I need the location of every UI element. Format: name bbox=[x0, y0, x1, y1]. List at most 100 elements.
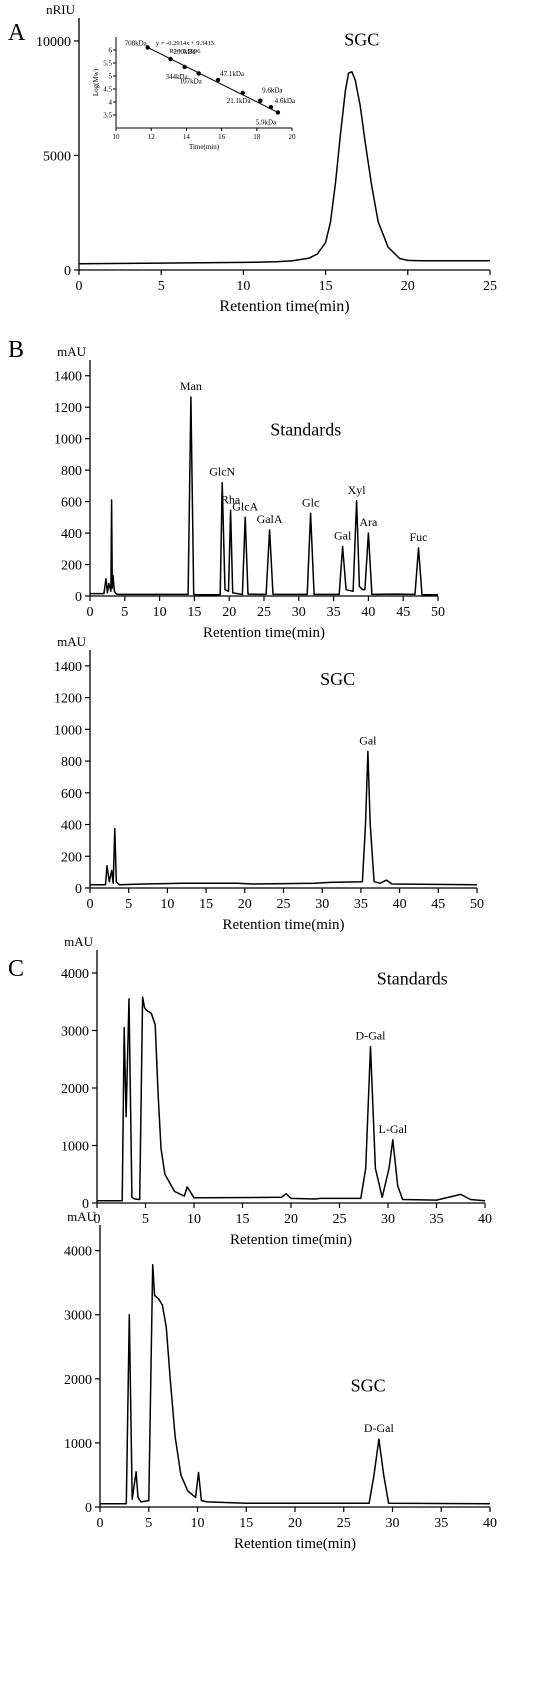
y-tick-label: 600 bbox=[61, 496, 82, 511]
peak-label-l-gal: L-Gal bbox=[379, 1122, 408, 1136]
y-tick-label: 0 bbox=[82, 1197, 89, 1212]
inset-point-label: 4.6kDa bbox=[275, 97, 296, 105]
peak-label-d-gal: D-Gal bbox=[364, 1421, 395, 1435]
x-tick-label: 30 bbox=[386, 1516, 400, 1531]
peak-label-glca: GlcA bbox=[232, 499, 258, 513]
x-tick-label: 0 bbox=[97, 1516, 104, 1531]
series-line bbox=[90, 750, 478, 886]
x-tick-label: 50 bbox=[470, 897, 484, 912]
x-tick-label: 30 bbox=[381, 1212, 395, 1227]
inset-point-label: 47.1kDa bbox=[220, 70, 245, 78]
peak-label-glcn: GlcN bbox=[209, 465, 235, 479]
y-tick-label: 400 bbox=[61, 819, 82, 834]
series-line bbox=[90, 396, 438, 596]
y-tick-label: 200 bbox=[61, 559, 82, 574]
inset-y-tick-label: 6 bbox=[109, 47, 113, 55]
y-tick-label: 1000 bbox=[54, 433, 82, 448]
x-tick-label: 5 bbox=[121, 605, 128, 620]
inset-y-tick-label: 4 bbox=[109, 99, 113, 107]
y-tick-label: 10000 bbox=[36, 35, 71, 50]
inset-point bbox=[268, 105, 274, 110]
y-tick-label: 1000 bbox=[54, 723, 82, 738]
y-axis-label: nRIU bbox=[46, 2, 76, 17]
x-tick-label: 25 bbox=[277, 897, 291, 912]
panel-letter-a: A bbox=[8, 20, 26, 46]
x-tick-label: 0 bbox=[87, 897, 94, 912]
y-tick-label: 1000 bbox=[64, 1437, 92, 1452]
inset-point-label: 107kDa bbox=[180, 77, 203, 85]
y-tick-label: 2000 bbox=[61, 1082, 89, 1097]
inset-x-tick-label: 16 bbox=[218, 133, 226, 141]
peak-label-gala: GalA bbox=[257, 512, 283, 526]
chart-3: 0 5 10 15 20 25 30 35 40 45 50 0 200 400 600 800 1000 120… bbox=[54, 634, 484, 933]
inset-point-label: 5.9kDa bbox=[256, 118, 277, 126]
y-tick-label: 5000 bbox=[43, 149, 71, 164]
x-tick-label: 35 bbox=[434, 1516, 448, 1531]
inset-chart: 10 12 14 16 18 20 3.5 4 4.5 5 5.5 6 Time(min) Log(Mw)… bbox=[92, 37, 296, 151]
y-tick-label: 600 bbox=[61, 787, 82, 802]
x-tick-label: 10 bbox=[160, 897, 174, 912]
x-tick-label: 20 bbox=[284, 1212, 298, 1227]
y-tick-label: 1400 bbox=[54, 660, 82, 675]
panel-letter-b: B bbox=[8, 337, 24, 363]
series-line bbox=[97, 996, 486, 1202]
x-tick-label: 10 bbox=[187, 1212, 201, 1227]
x-tick-label: 5 bbox=[125, 897, 132, 912]
peak-label-fuc: Fuc bbox=[410, 530, 428, 544]
panel-letter-c: C bbox=[8, 956, 24, 982]
inset-x-tick-label: 12 bbox=[148, 133, 156, 141]
y-tick-label: 0 bbox=[75, 590, 82, 605]
x-tick-label: 10 bbox=[191, 1516, 205, 1531]
y-axis-label: mAU bbox=[64, 934, 94, 949]
y-tick-label: 400 bbox=[61, 527, 82, 542]
y-tick-label: 200 bbox=[61, 850, 82, 865]
x-axis-label: Retention time(min) bbox=[203, 625, 325, 641]
y-tick-label: 0 bbox=[75, 882, 82, 897]
x-tick-label: 0 bbox=[76, 279, 83, 294]
inset-x-tick-label: 18 bbox=[253, 133, 261, 141]
annotation-standards: Standards bbox=[270, 420, 341, 440]
inset-equation: y = -0.2914x + 9.3415 bbox=[156, 40, 214, 47]
inset-point-label: 9.6kDa bbox=[262, 87, 283, 95]
inset-x-tick-label: 20 bbox=[289, 133, 297, 141]
x-tick-label: 15 bbox=[199, 897, 213, 912]
peak-label-ara: Ara bbox=[359, 515, 378, 529]
x-tick-label: 25 bbox=[337, 1516, 351, 1531]
y-tick-label: 3000 bbox=[64, 1309, 92, 1324]
y-tick-label: 800 bbox=[61, 464, 82, 479]
x-axis-label: Retention time(min) bbox=[219, 298, 349, 315]
peak-label-rha: Rha bbox=[221, 492, 241, 506]
inset-point bbox=[215, 77, 221, 83]
peak-label-glc: Glc bbox=[302, 495, 319, 509]
inset-point bbox=[275, 110, 281, 115]
chart-5: 0 5 10 15 20 25 30 35 40 0 1000 2000 3000 4000 Retenti… bbox=[64, 1209, 497, 1552]
peak-label-man: Man bbox=[180, 379, 202, 393]
x-tick-label: 10 bbox=[236, 279, 250, 294]
inset-y-tick-label: 4.5 bbox=[103, 86, 112, 94]
x-tick-label: 45 bbox=[396, 605, 410, 620]
inset-point bbox=[168, 56, 173, 62]
x-tick-label: 15 bbox=[319, 279, 333, 294]
inset-point-label: 200kDa bbox=[173, 48, 196, 56]
x-tick-label: 20 bbox=[401, 279, 415, 294]
x-tick-label: 10 bbox=[153, 605, 167, 620]
inset-point-label: 21.1kDa bbox=[227, 97, 252, 105]
y-tick-label: 4000 bbox=[61, 967, 89, 982]
x-tick-label: 30 bbox=[315, 897, 329, 912]
x-tick-label: 5 bbox=[142, 1212, 149, 1227]
inset-point bbox=[182, 64, 187, 70]
series-line bbox=[100, 1263, 491, 1505]
x-tick-label: 5 bbox=[158, 279, 165, 294]
x-tick-label: 40 bbox=[361, 605, 375, 620]
x-axis-label: Retention time(min) bbox=[234, 1536, 356, 1552]
x-tick-label: 15 bbox=[187, 605, 201, 620]
x-tick-label: 40 bbox=[478, 1212, 492, 1227]
y-axis-label: mAU bbox=[67, 1209, 97, 1224]
inset-point bbox=[145, 45, 150, 50]
x-tick-label: 35 bbox=[327, 605, 341, 620]
y-axis-label: mAU bbox=[57, 344, 87, 359]
annotation-sgc: SGC bbox=[344, 29, 379, 49]
y-tick-label: 3000 bbox=[61, 1025, 89, 1040]
peak-label-xyl: Xyl bbox=[348, 483, 367, 497]
